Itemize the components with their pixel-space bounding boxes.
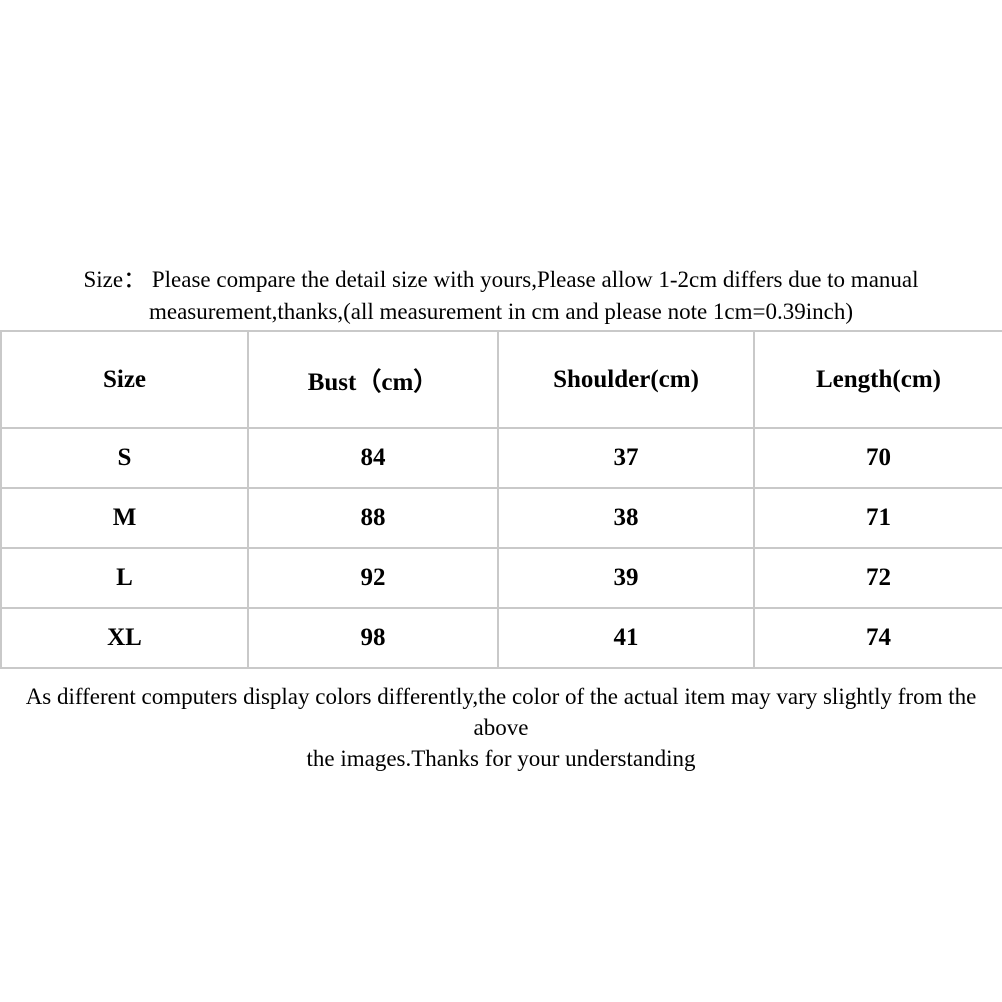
cell-shoulder: 41 [497, 607, 755, 669]
cell-size: M [0, 487, 249, 549]
cell-length: 70 [753, 427, 1002, 489]
cell-bust: 92 [247, 547, 499, 609]
header-shoulder: Shoulder(cm) [497, 330, 755, 429]
cell-bust: 98 [247, 607, 499, 669]
cell-shoulder: 38 [497, 487, 755, 549]
header-length: Length(cm) [753, 330, 1002, 429]
cell-bust: 84 [247, 427, 499, 489]
cell-size: S [0, 427, 249, 489]
cell-size: XL [0, 607, 249, 669]
cell-length: 72 [753, 547, 1002, 609]
table-row-s: S 84 37 70 [0, 427, 1002, 489]
size-instruction-line-1: Size： Please compare the detail size wit… [83, 267, 919, 292]
header-bust: Bust（cm） [247, 330, 499, 429]
cell-shoulder: 37 [497, 427, 755, 489]
table-row-xl: XL 98 41 74 [0, 607, 1002, 669]
color-disclaimer-line-1: As different computers display colors di… [25, 684, 977, 740]
cell-length: 74 [753, 607, 1002, 669]
table-row-m: M 88 38 71 [0, 487, 1002, 549]
color-disclaimer-note: As different computers display colors di… [0, 681, 1002, 774]
header-size: Size [0, 330, 249, 429]
cell-shoulder: 39 [497, 547, 755, 609]
cell-length: 71 [753, 487, 1002, 549]
cell-bust: 88 [247, 487, 499, 549]
size-instruction-note: Size： Please compare the detail size wit… [0, 264, 1002, 328]
cell-size: L [0, 547, 249, 609]
size-instruction-line-2: measurement,thanks,(all measurement in c… [148, 299, 853, 324]
size-chart-table: Size Bust（cm） Shoulder(cm) Length(cm) S … [0, 330, 1002, 669]
table-header-row: Size Bust（cm） Shoulder(cm) Length(cm) [0, 330, 1002, 429]
color-disclaimer-line-2: the images.Thanks for your understanding [306, 746, 696, 771]
table-row-l: L 92 39 72 [0, 547, 1002, 609]
